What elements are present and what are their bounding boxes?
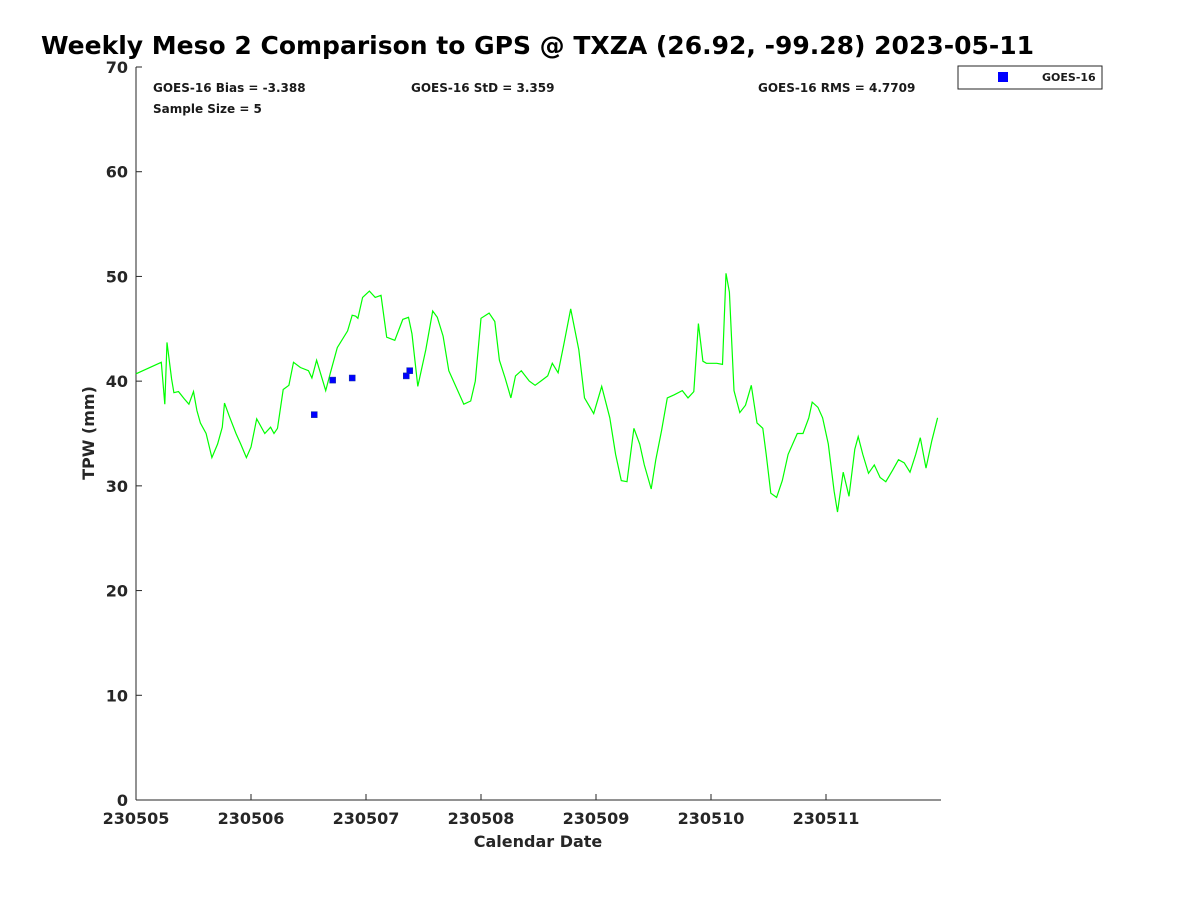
rms-stat: GOES-16 RMS = 4.7709	[758, 81, 915, 95]
series-layer	[135, 273, 939, 513]
chart-title: Weekly Meso 2 Comparison to GPS @ TXZA (…	[41, 31, 1034, 60]
gps-tpw-line	[135, 273, 939, 513]
legend-box	[957, 65, 1103, 90]
y-tick-label: 60	[106, 163, 128, 182]
y-ticks: 0 10 20 30 40 50 60 70	[106, 58, 142, 810]
y-tick-label: 30	[106, 477, 128, 496]
goes-16-point	[406, 367, 413, 374]
sample-size-stat: Sample Size = 5	[153, 102, 262, 116]
goes-16-point	[311, 411, 318, 418]
x-tick-label: 230505	[103, 809, 170, 828]
y-axis-label: TPW (mm)	[79, 386, 98, 480]
x-ticks: 230505 230506 230507 230508 230509 230510 2305…	[103, 794, 860, 828]
x-tick-label: 230511	[793, 809, 860, 828]
x-tick-label: 230508	[448, 809, 515, 828]
y-tick-label: 50	[106, 267, 128, 286]
x-tick-label: 230506	[218, 809, 285, 828]
plot-area: 0 10 20 30 40 50 60 70 230505 230506 230507 230508…	[103, 58, 941, 828]
x-axis-label: Calendar Date	[474, 832, 603, 851]
goes-16-point	[329, 376, 336, 384]
x-tick-label: 230509	[563, 809, 630, 828]
legend-label-goes-16: GOES-16	[1042, 71, 1096, 84]
y-tick-label: 20	[106, 582, 128, 601]
y-tick-label: 40	[106, 372, 128, 391]
y-tick-label: 70	[106, 58, 128, 77]
goes-16-point	[348, 374, 356, 382]
x-tick-label: 230507	[333, 809, 400, 828]
legend-marker-goes-16	[998, 72, 1008, 82]
x-tick-label: 230510	[678, 809, 745, 828]
y-tick-label: 0	[117, 791, 128, 810]
y-tick-label: 10	[106, 686, 128, 705]
std-stat: GOES-16 StD = 3.359	[411, 81, 554, 95]
bias-stat: GOES-16 Bias = -3.388	[153, 81, 306, 95]
goes-16-point	[403, 372, 410, 380]
legend: GOES-16	[957, 65, 1103, 90]
